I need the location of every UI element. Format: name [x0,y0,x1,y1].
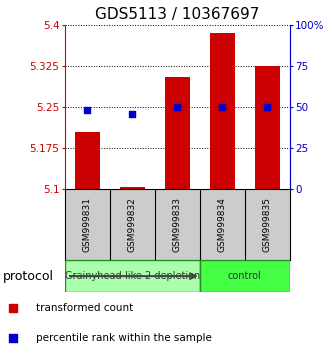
Bar [165,77,190,189]
Bar [200,260,290,292]
Point [175,104,180,110]
Text: GSM999832: GSM999832 [128,197,137,252]
Text: percentile rank within the sample: percentile rank within the sample [36,333,212,343]
Text: control: control [228,271,262,281]
Bar [120,187,145,189]
Bar [210,33,235,189]
Point [220,104,225,110]
Text: GSM999834: GSM999834 [218,197,227,252]
Bar [255,66,280,189]
Point [130,111,135,116]
Text: Grainyhead-like 2 depletion: Grainyhead-like 2 depletion [65,271,200,281]
Text: GSM999835: GSM999835 [263,197,272,252]
Point [265,104,270,110]
Point [255,202,261,207]
Text: transformed count: transformed count [36,303,134,313]
Text: GSM999831: GSM999831 [83,197,92,252]
Point [85,108,90,113]
Bar [65,260,200,292]
Bar [75,132,100,189]
Text: protocol: protocol [3,270,54,282]
Title: GDS5113 / 10367697: GDS5113 / 10367697 [95,7,259,22]
Text: GSM999833: GSM999833 [173,197,182,252]
